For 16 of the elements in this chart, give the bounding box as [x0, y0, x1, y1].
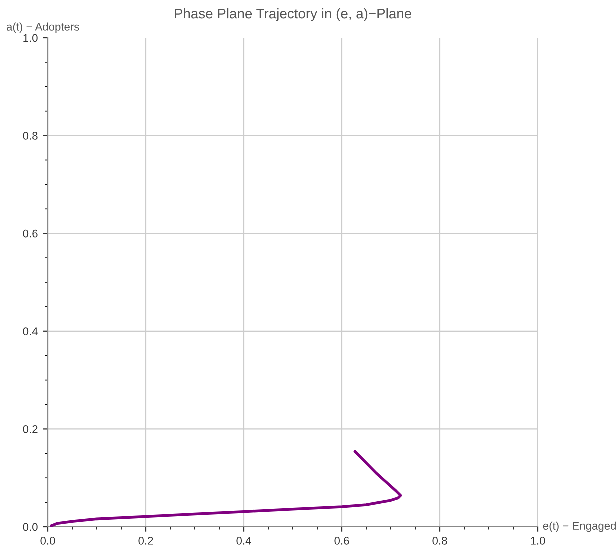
y-tick-label: 0.2	[23, 425, 38, 434]
x-tick-label: 0.2	[138, 537, 154, 545]
y-tick-label: 0.4	[23, 328, 38, 336]
y-axis-title: a(t) − Adopters	[6, 22, 80, 34]
line-series	[50, 450, 402, 528]
x-tick-label: 0.0	[40, 537, 56, 545]
chart-title: Phase Plane Trajectory in (e, a)−Plane	[175, 8, 412, 22]
x-axis-title: e(t) − Engaged	[543, 522, 616, 532]
y-tick-label: 1.0	[24, 34, 38, 42]
x-tick-label: 0.6	[334, 537, 350, 545]
x-tick-label: 1.0	[531, 537, 546, 545]
x-tick-label: 0.4	[236, 537, 252, 545]
x-tick-label: 0.8	[432, 537, 448, 545]
y-tick-label: 0.8	[23, 132, 38, 140]
y-tick-label: 0.0	[23, 523, 38, 532]
y-tick-label: 0.6	[23, 230, 38, 238]
